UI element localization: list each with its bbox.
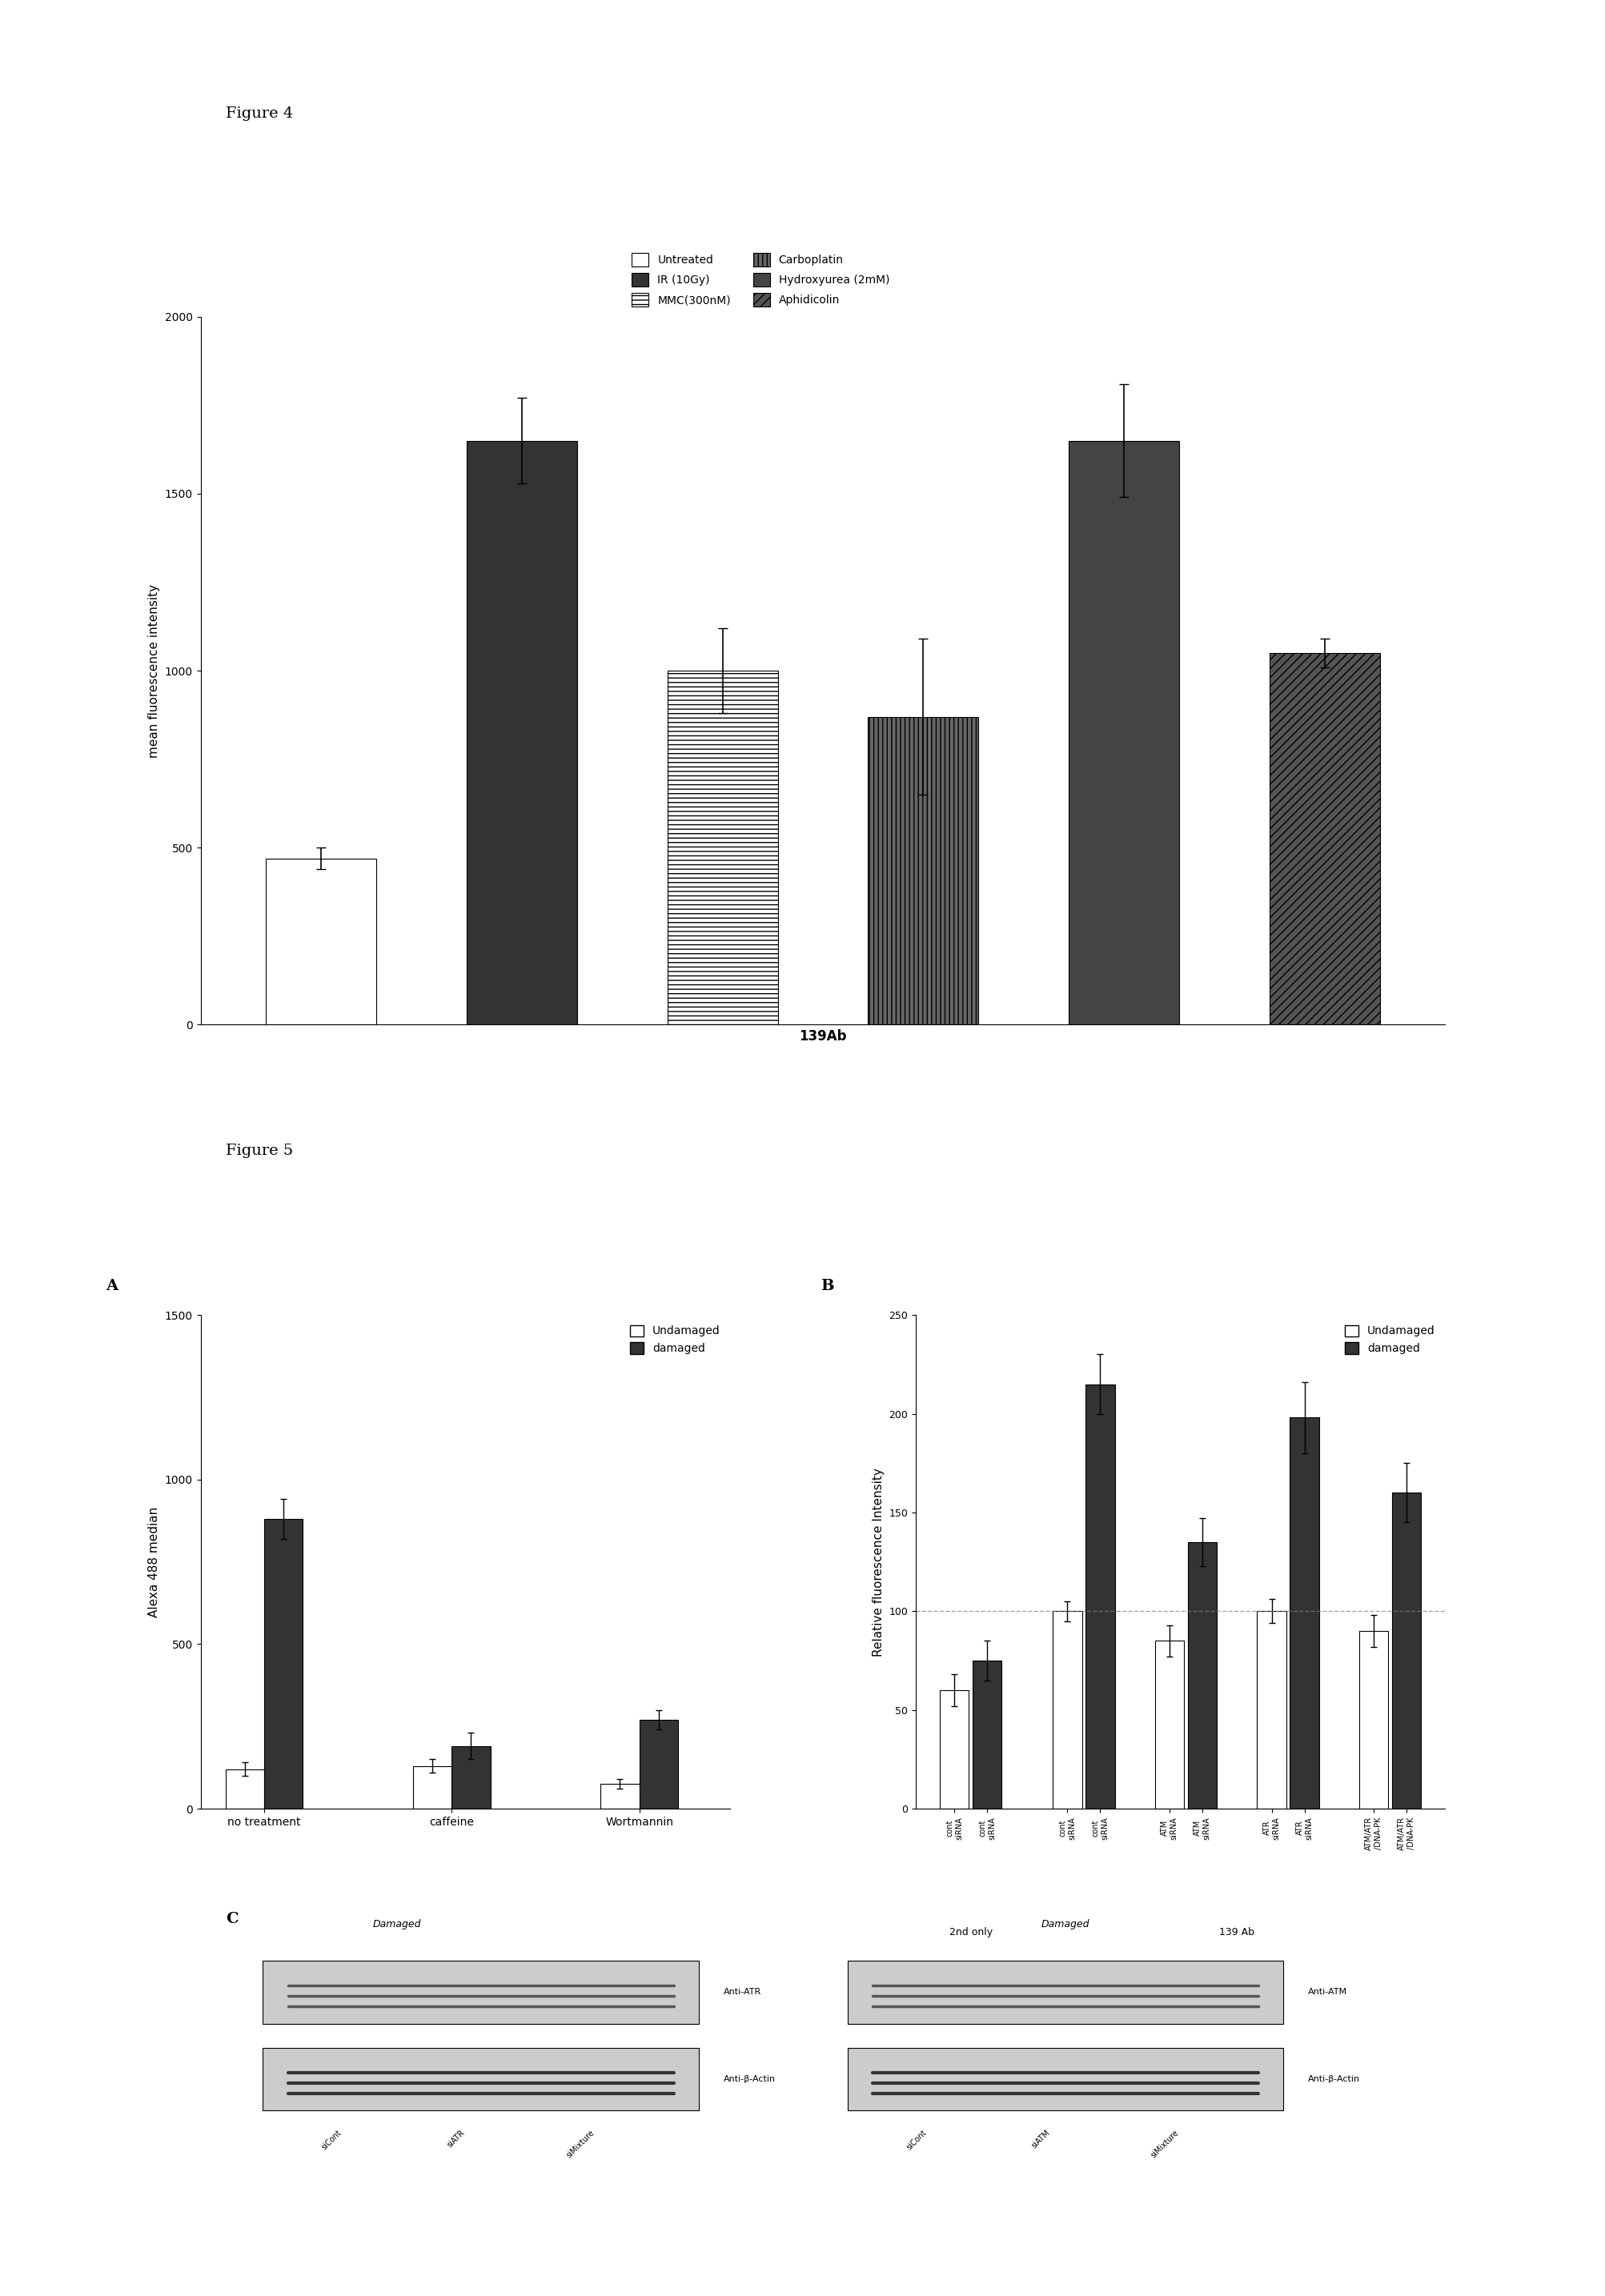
Bar: [1053, 1612, 1082, 1809]
Bar: [600, 1784, 639, 1809]
Y-axis label: Relative fluorescence Intensity: Relative fluorescence Intensity: [872, 1467, 884, 1655]
Text: siATM: siATM: [1029, 2128, 1051, 2149]
Text: Anti-β-Actin: Anti-β-Actin: [724, 2076, 775, 2082]
Bar: [1085, 1384, 1114, 1809]
Bar: [639, 1720, 677, 1809]
Bar: [266, 859, 376, 1024]
Text: Anti-ATM: Anti-ATM: [1308, 1988, 1347, 1995]
Bar: [1069, 441, 1178, 1024]
FancyBboxPatch shape: [847, 2048, 1282, 2110]
Bar: [412, 1766, 451, 1809]
Bar: [467, 441, 576, 1024]
Text: 2nd only: 2nd only: [949, 1926, 992, 1938]
Text: Damaged: Damaged: [1042, 1919, 1090, 1929]
Bar: [1358, 1630, 1388, 1809]
FancyBboxPatch shape: [847, 1961, 1282, 2023]
Bar: [1392, 1492, 1420, 1809]
Legend: Undamaged, damaged: Undamaged, damaged: [1340, 1320, 1440, 1359]
Text: A: A: [106, 1279, 117, 1293]
Bar: [265, 1520, 303, 1809]
Text: siATR: siATR: [445, 2128, 465, 2149]
Text: siMixture: siMixture: [1149, 2128, 1180, 2158]
Text: Anti-ATR: Anti-ATR: [724, 1988, 761, 1995]
Bar: [1188, 1543, 1217, 1809]
FancyBboxPatch shape: [263, 1961, 698, 2023]
Bar: [451, 1747, 490, 1809]
Legend: Undamaged, damaged: Undamaged, damaged: [626, 1320, 724, 1359]
Text: C: C: [225, 1913, 238, 1926]
Text: Damaged: Damaged: [372, 1919, 421, 1929]
Y-axis label: mean fluorescence intensity: mean fluorescence intensity: [148, 583, 161, 758]
Bar: [225, 1770, 265, 1809]
Legend: Untreated, IR (10Gy), MMC(300nM), Carboplatin, Hydroxyurea (2mM), Aphidicolin: Untreated, IR (10Gy), MMC(300nM), Carbop…: [628, 248, 894, 312]
Text: siCont: siCont: [904, 2128, 928, 2151]
X-axis label: 139Ab: 139Ab: [799, 1029, 846, 1045]
Text: 139 Ab: 139 Ab: [1218, 1926, 1254, 1938]
Text: B: B: [820, 1279, 833, 1293]
FancyBboxPatch shape: [263, 2048, 698, 2110]
Bar: [1257, 1612, 1286, 1809]
Text: siMixture: siMixture: [565, 2128, 595, 2158]
Bar: [1154, 1642, 1183, 1809]
Text: Figure 5: Figure 5: [225, 1143, 292, 1157]
Bar: [1270, 652, 1379, 1024]
Text: Figure 4: Figure 4: [225, 106, 292, 119]
Bar: [868, 716, 977, 1024]
Bar: [973, 1660, 1002, 1809]
Text: Anti-β-Actin: Anti-β-Actin: [1308, 2076, 1359, 2082]
Bar: [939, 1690, 968, 1809]
Bar: [668, 670, 777, 1024]
Bar: [1289, 1417, 1318, 1809]
Y-axis label: Alexa 488 median: Alexa 488 median: [148, 1506, 161, 1616]
Text: siCont: siCont: [319, 2128, 343, 2151]
